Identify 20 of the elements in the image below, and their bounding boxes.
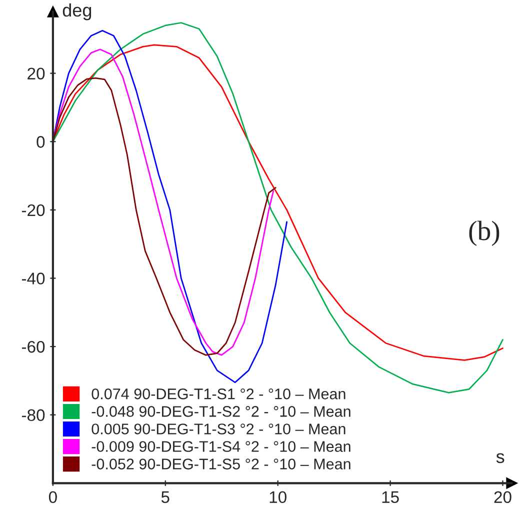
y-tick-label: -40 bbox=[22, 272, 45, 284]
y-tick-label: 0 bbox=[36, 136, 45, 148]
annotation: (b) bbox=[469, 220, 500, 246]
x-tick-label: 15 bbox=[382, 491, 399, 504]
x-tick-label: 5 bbox=[161, 491, 170, 504]
x-tick-label: 10 bbox=[270, 491, 286, 504]
x-tick-label: 0 bbox=[48, 491, 57, 504]
legend-label: 0.074 90-DEG-T1-S1 °2 - °10 – Mean bbox=[92, 388, 346, 400]
legend-label: -0.009 90-DEG-T1-S4 °2 - °10 – Mean bbox=[92, 441, 350, 452]
x-tick-label: 20 bbox=[494, 491, 512, 504]
y-tick-label: 20 bbox=[28, 68, 45, 80]
y-axis-title: deg bbox=[62, 3, 92, 20]
legend-label: -0.048 90-DEG-T1-S2 °2 - °10 – Mean bbox=[92, 406, 350, 417]
x-axis-title: s bbox=[496, 453, 504, 464]
legend-label: -0.052 90-DEG-T1-S5 °2 - °10 – Mean bbox=[92, 458, 350, 470]
y-tick-label: -80 bbox=[22, 409, 45, 422]
y-tick-label: -60 bbox=[22, 340, 45, 353]
legend-label: 0.005 90-DEG-T1-S3 °2 - °10 – Mean bbox=[92, 424, 346, 434]
line-series bbox=[52, 30, 288, 384]
y-tick-label: -20 bbox=[22, 204, 45, 216]
